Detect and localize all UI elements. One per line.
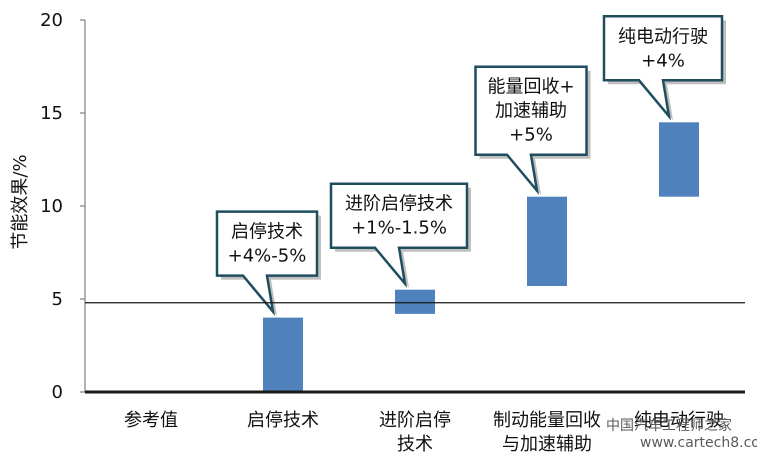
callout-box <box>329 182 469 289</box>
y-axis-label: 节能效果/% <box>10 154 31 249</box>
callout-text: +1%-1.5% <box>351 218 447 239</box>
callout-text: +4% <box>641 50 685 71</box>
category-label: 纯电动行驶 <box>634 410 724 431</box>
callouts: 启停技术 +4%-5% 进阶启停技术 +1%-1.5% 能量回收+ 加速辅助 +5% 纯电动行… <box>215 15 726 316</box>
callout-box <box>602 15 724 121</box>
callout-text: 纯电动行驶 <box>618 26 708 47</box>
callout-text: 启停技术 <box>231 222 303 243</box>
watermark-left: 中国汽车工程师之家 <box>606 417 732 434</box>
bars <box>263 122 699 392</box>
bar <box>395 289 435 314</box>
bar <box>527 196 567 286</box>
bar <box>263 317 303 392</box>
category-label: 技术 <box>397 434 433 455</box>
callout-text: +4%-5% <box>228 246 307 267</box>
callout-text: 加速辅助 <box>495 101 567 122</box>
y-tick-label: 10 <box>40 196 63 217</box>
callout-box <box>215 210 319 316</box>
y-tick-label: 20 <box>40 10 63 31</box>
callout-text: +5% <box>509 125 553 146</box>
category-label: 进阶启停 <box>379 410 451 431</box>
callout-box <box>474 65 588 196</box>
callout-text: 进阶启停技术 <box>345 194 453 215</box>
y-tick-label: 0 <box>52 382 63 403</box>
bar <box>659 122 699 197</box>
y-tick-label: 15 <box>40 103 63 124</box>
callout-text: 能量回收+ <box>487 77 574 98</box>
category-label: 参考值 <box>124 410 178 431</box>
category-label: 与加速辅助 <box>502 434 592 455</box>
y-tick-label: 5 <box>52 289 63 310</box>
category-label: 制动能量回收 <box>493 410 601 431</box>
watermark-right: www.cartech8.com <box>640 435 757 451</box>
category-label: 启停技术 <box>247 410 319 431</box>
